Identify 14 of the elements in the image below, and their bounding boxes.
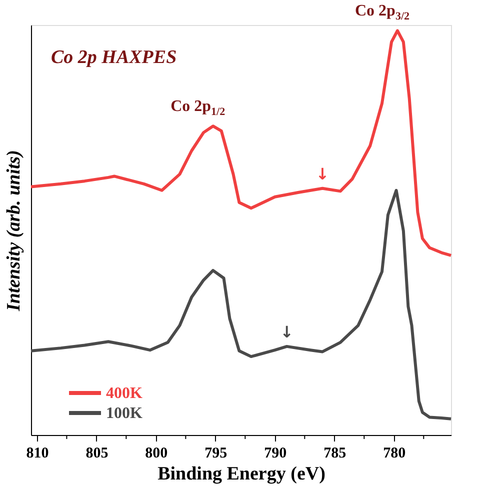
x-tick-label: 800 (145, 446, 168, 462)
annotation: ↓ (316, 164, 330, 184)
x-axis-title: Binding Energy (eV) (158, 464, 326, 484)
y-axis-title: Intensity (arb. units) (4, 150, 24, 312)
annotation: ↓ (280, 322, 294, 342)
x-tick-label: 785 (324, 446, 346, 462)
legend-label: 100K (106, 405, 143, 422)
text: Co 2p HAXPES (51, 47, 177, 68)
x-tick-label: 795 (204, 446, 228, 462)
x-tick-label: 810 (26, 446, 49, 462)
x-tick-label: 790 (264, 446, 287, 462)
x-tick-label: 780 (383, 446, 406, 462)
x-tick-label: 805 (86, 446, 108, 462)
legend-label: 400K (106, 385, 143, 402)
